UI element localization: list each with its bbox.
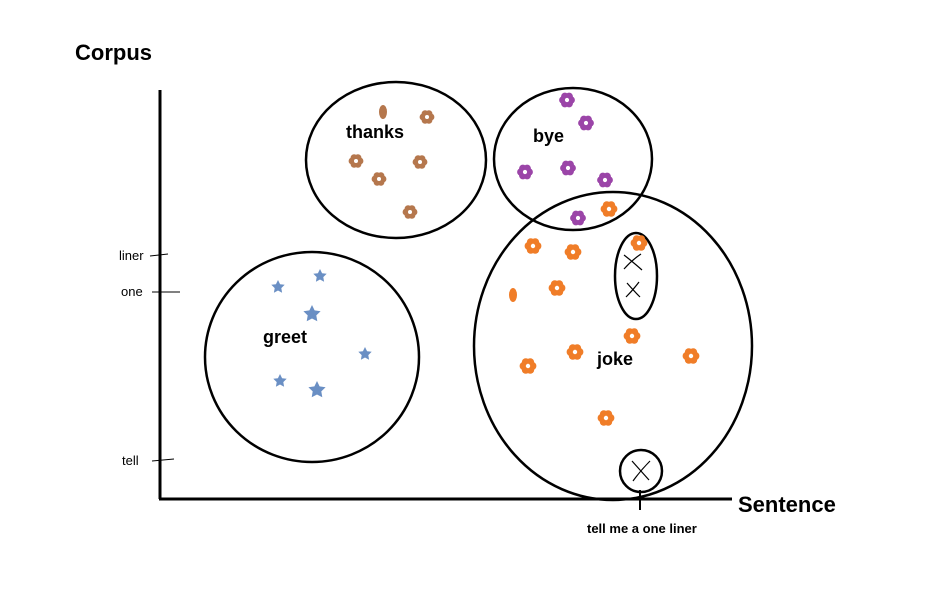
star-icon — [303, 305, 321, 322]
cross-icon — [631, 460, 651, 482]
star-icon — [308, 381, 326, 398]
star-icon — [358, 347, 372, 360]
cluster-ellipse-bye — [492, 86, 654, 232]
cluster-points-bye — [517, 92, 613, 226]
flower-icon — [559, 92, 575, 108]
flower-icon — [597, 410, 615, 426]
cluster-label-joke: joke — [596, 349, 633, 369]
cluster-ellipse-greet — [203, 250, 421, 464]
cross-icon — [625, 281, 641, 298]
y-tick-label: one — [121, 284, 143, 299]
y-axis-title: Corpus — [75, 40, 152, 65]
flower-icon — [682, 348, 700, 364]
cluster-points-joke — [509, 201, 700, 426]
cluster-ellipse-thanks — [304, 80, 488, 240]
flower-icon — [566, 344, 584, 360]
query-circle-bottom — [618, 448, 664, 494]
cluster-label-thanks: thanks — [346, 122, 404, 142]
leaf-icon — [509, 288, 517, 302]
flower-icon — [623, 328, 641, 344]
flower-icon — [348, 154, 364, 168]
cluster-label-greet: greet — [263, 327, 307, 347]
cluster-ellipses — [203, 80, 754, 502]
cluster-label-bye: bye — [533, 126, 564, 146]
flower-icon — [578, 115, 594, 131]
y-tick-label: tell — [122, 453, 139, 468]
y-tick-label: liner — [119, 248, 144, 263]
star-icon — [271, 280, 285, 293]
star-icon — [313, 269, 327, 282]
y-tick-mark — [149, 253, 169, 257]
flower-icon — [564, 244, 582, 260]
flower-icon — [597, 172, 613, 188]
flower-icon — [560, 160, 576, 176]
query-label: tell me a one liner — [587, 521, 697, 536]
flower-icon — [630, 235, 648, 251]
query-crosses — [623, 253, 651, 482]
flower-icon — [548, 280, 566, 296]
query-ellipse-small — [613, 231, 659, 321]
flower-icon — [570, 210, 586, 226]
flower-icon — [402, 205, 418, 219]
cluster-ellipse-joke — [472, 190, 754, 502]
flower-icon — [419, 110, 435, 124]
cluster-points-thanks — [348, 105, 435, 219]
flower-icon — [600, 201, 618, 217]
flower-icon — [517, 164, 533, 180]
cluster-points-greet — [271, 269, 372, 398]
y-ticks: liner one tell — [119, 248, 180, 468]
x-axis-title: Sentence — [738, 492, 836, 517]
cross-icon — [623, 253, 643, 271]
flower-icon — [524, 238, 542, 254]
y-tick-mark — [151, 458, 175, 462]
star-icon — [273, 374, 287, 387]
flower-icon — [412, 155, 428, 169]
flower-icon — [371, 172, 387, 186]
axes — [158, 90, 732, 510]
leaf-icon — [379, 105, 387, 119]
flower-icon — [519, 358, 537, 374]
